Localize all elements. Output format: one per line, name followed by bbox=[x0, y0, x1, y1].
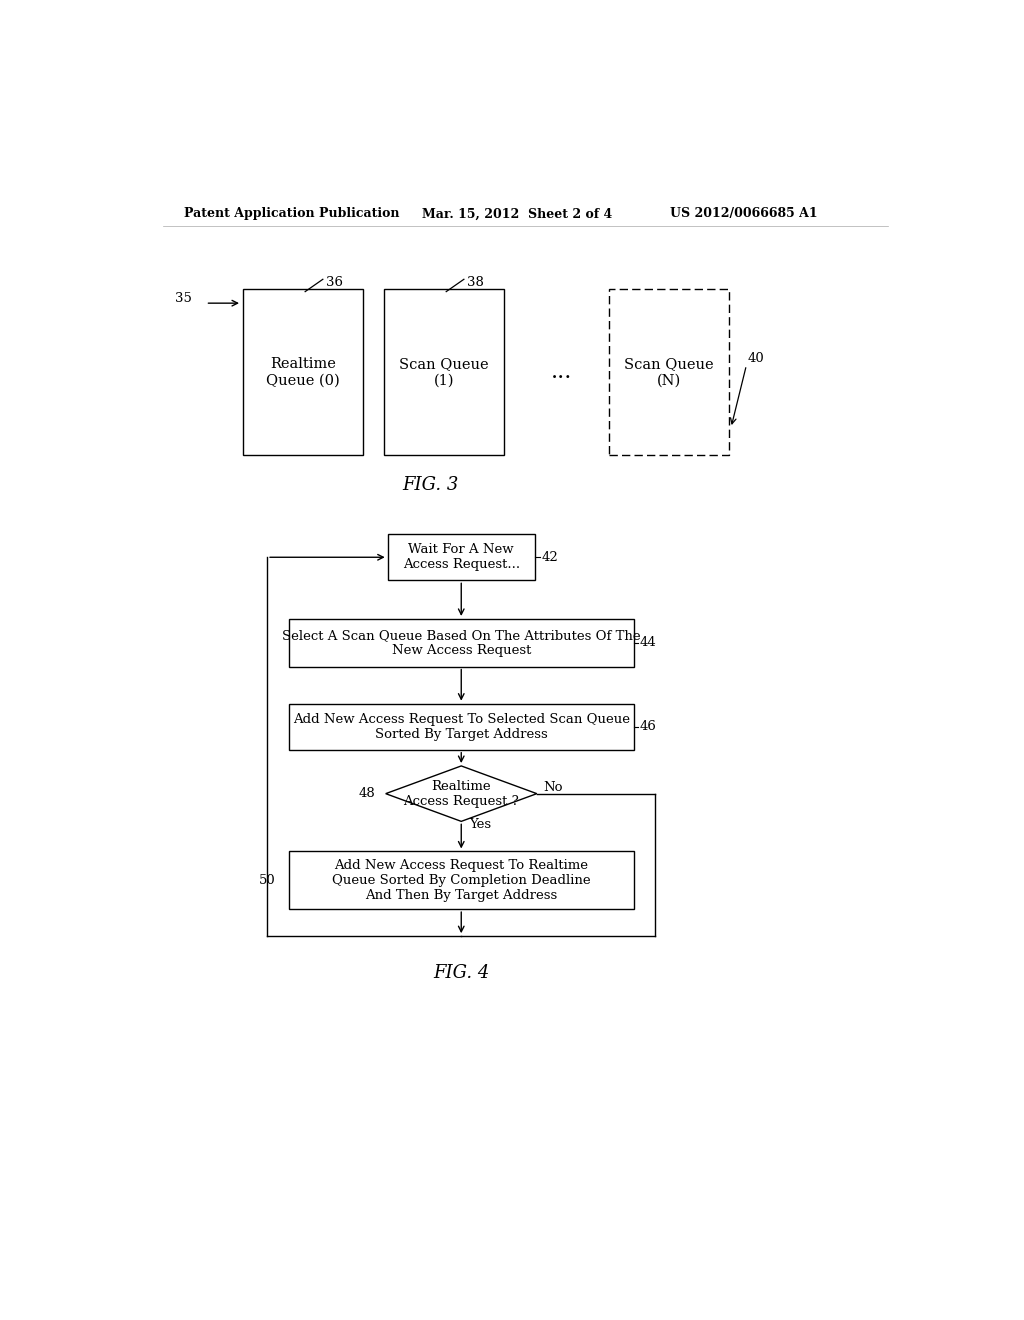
Bar bbox=[289, 704, 634, 750]
Polygon shape bbox=[386, 766, 537, 821]
Text: 50: 50 bbox=[259, 874, 276, 887]
Text: 46: 46 bbox=[640, 721, 656, 733]
Text: 48: 48 bbox=[358, 787, 376, 800]
Text: 44: 44 bbox=[640, 636, 656, 649]
Text: Wait For A New
Access Request...: Wait For A New Access Request... bbox=[402, 544, 520, 572]
Text: US 2012/0066685 A1: US 2012/0066685 A1 bbox=[671, 207, 818, 220]
Bar bbox=[388, 535, 535, 581]
Bar bbox=[243, 289, 362, 455]
Text: 35: 35 bbox=[174, 292, 191, 305]
Text: No: No bbox=[543, 781, 562, 795]
Text: 38: 38 bbox=[467, 276, 484, 289]
Text: Realtime
Access Request ?: Realtime Access Request ? bbox=[403, 780, 519, 808]
Text: Patent Application Publication: Patent Application Publication bbox=[183, 207, 399, 220]
Text: Add New Access Request To Realtime
Queue Sorted By Completion Deadline
And Then : Add New Access Request To Realtime Queue… bbox=[332, 859, 591, 902]
Text: Realtime
Queue (0): Realtime Queue (0) bbox=[266, 356, 340, 387]
Text: 36: 36 bbox=[326, 276, 343, 289]
Text: Select A Scan Queue Based On The Attributes Of The
New Access Request: Select A Scan Queue Based On The Attribu… bbox=[282, 628, 641, 657]
Text: Mar. 15, 2012  Sheet 2 of 4: Mar. 15, 2012 Sheet 2 of 4 bbox=[423, 207, 612, 220]
Text: 40: 40 bbox=[748, 352, 764, 366]
Text: 42: 42 bbox=[541, 550, 558, 564]
Bar bbox=[289, 619, 634, 667]
Bar bbox=[608, 289, 729, 455]
Text: FIG. 3: FIG. 3 bbox=[402, 475, 459, 494]
Text: Scan Queue
(N): Scan Queue (N) bbox=[624, 356, 714, 387]
Bar bbox=[289, 851, 634, 909]
Text: Yes: Yes bbox=[469, 817, 492, 830]
Text: ...: ... bbox=[551, 362, 572, 383]
Text: Scan Queue
(1): Scan Queue (1) bbox=[399, 356, 488, 387]
Text: FIG. 4: FIG. 4 bbox=[433, 965, 489, 982]
Text: Add New Access Request To Selected Scan Queue
Sorted By Target Address: Add New Access Request To Selected Scan … bbox=[293, 713, 630, 741]
Bar bbox=[384, 289, 504, 455]
